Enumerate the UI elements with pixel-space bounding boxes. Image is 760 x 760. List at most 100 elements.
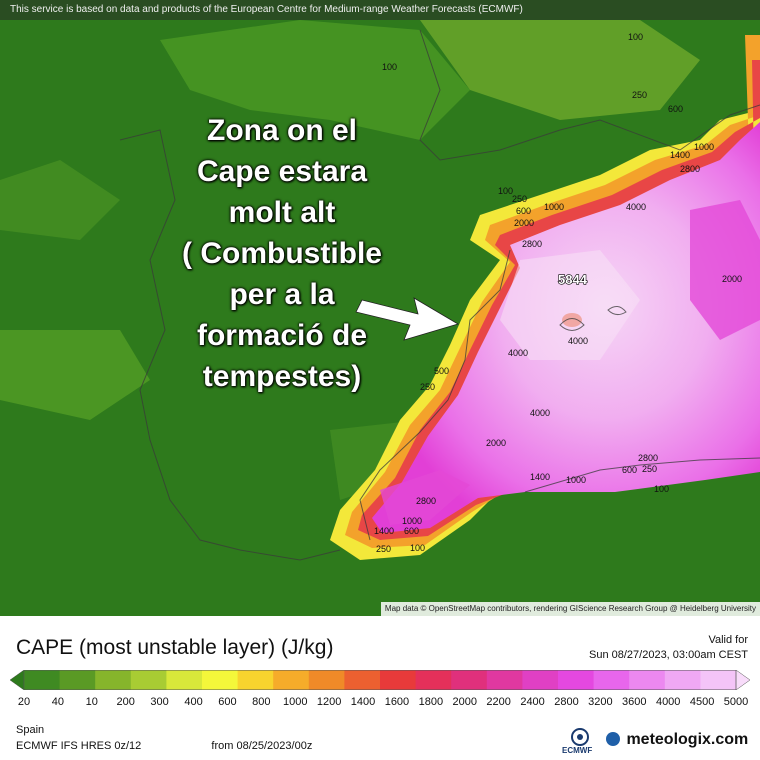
scale-cell (380, 670, 417, 690)
scale-cell (308, 670, 345, 690)
scale-cell (700, 670, 737, 690)
scale-cell (344, 670, 381, 690)
tick-label: 3600 (622, 696, 647, 708)
tick-label: 10 (85, 696, 98, 708)
scale-cell (237, 670, 274, 690)
contour-label: 100 (382, 62, 397, 72)
contour-label: 600 (516, 206, 531, 216)
tick-label: 4000 (655, 696, 681, 708)
tick-label: 1600 (384, 696, 410, 708)
contour-label: 1000 (544, 202, 564, 212)
model-run-prefix: ECMWF IFS HRES 0z/12 (16, 740, 142, 752)
contour-label: 4000 (568, 336, 588, 346)
tick-label: 40 (51, 696, 65, 708)
tick-label: 2800 (554, 696, 579, 708)
contour-label: 2800 (416, 496, 436, 506)
scale-cell (273, 670, 310, 690)
ecmwf-logo (571, 728, 589, 746)
ecmwf-notice: This service is based on data and produc… (0, 0, 760, 20)
tick-label: 1000 (282, 696, 308, 708)
tick-label: 2000 (452, 696, 477, 708)
contour-label: 4000 (508, 348, 528, 358)
annotation-line: Zona on el (207, 114, 357, 147)
legend-title-variable: CAPE (16, 636, 74, 659)
brand-icon (606, 732, 620, 746)
contour-label: 250 (512, 194, 527, 204)
scale-cell (486, 670, 523, 690)
tick-label: 800 (252, 696, 271, 708)
contour-label: 250 (420, 382, 435, 392)
region-label: Spain (16, 724, 45, 736)
annotation-line: Cape estara (196, 155, 368, 188)
contour-label: 2000 (722, 274, 742, 284)
contour-label: 600 (622, 465, 637, 475)
scale-cell (415, 670, 452, 690)
contour-label: 600 (668, 104, 683, 114)
tick-label: 2200 (486, 696, 511, 708)
contour-label: 100 (498, 186, 513, 196)
scale-arrow-low (10, 670, 25, 690)
contour-label: 1000 (402, 516, 422, 526)
contour-label: 1000 (694, 142, 714, 152)
annotation-line: ( Combustible (182, 237, 382, 270)
model-run-from: from 08/25/2023/00z (211, 740, 313, 752)
legend-title-unit: (most unstable layer) (J/kg) (79, 636, 334, 659)
scale-cell (59, 670, 96, 690)
annotation-text: Zona on el Cape estara molt alt ( Combus… (164, 110, 400, 397)
tick-label: 2400 (520, 696, 545, 708)
contour-label: 1000 (566, 475, 586, 485)
contour-label: 2000 (514, 218, 534, 228)
annotation-arrow (355, 297, 459, 341)
tick-label: 5000 (723, 696, 749, 708)
tick-label: 4500 (689, 696, 715, 708)
contour-label: 2800 (522, 239, 542, 249)
contour-label: 4000 (626, 202, 646, 212)
tick-label: 400 (184, 696, 203, 708)
scale-cell (522, 670, 559, 690)
contour-label: 2800 (680, 164, 700, 174)
contour-label: 2000 (486, 438, 506, 448)
annotation-line: tempestes) (202, 360, 362, 393)
contour-label: 250 (376, 544, 391, 554)
scale-cell (95, 670, 132, 690)
contour-label: 250 (632, 90, 647, 100)
brand-logo[interactable]: meteologix.com (606, 731, 748, 749)
legend-title: CAPE (most unstable layer) (J/kg) (16, 636, 333, 660)
tick-label: 300 (150, 696, 169, 708)
scale-cell (558, 670, 595, 690)
contour-label: 500 (434, 366, 449, 376)
scale-cell (202, 670, 239, 690)
max-value-label: 5844 (558, 272, 588, 287)
valid-date: Sun 08/27/2023, 03:00am CEST (589, 649, 748, 661)
contour-label: 100 (628, 32, 643, 42)
scale-cell (593, 670, 630, 690)
tick-label: 1800 (418, 696, 444, 708)
annotation-line: per a la (229, 278, 335, 311)
scale-cell (629, 670, 666, 690)
scale-arrow-high (735, 670, 750, 690)
contour-label: 600 (404, 526, 419, 536)
tick-label: 1400 (350, 696, 376, 708)
model-run: ECMWF IFS HRES 0z/12 from 08/25/2023/00z (16, 740, 312, 752)
cape-map-graphic: 100 100 250 600 1400 1000 2800 100 250 6… (0, 20, 760, 561)
tick-label: 3200 (588, 696, 613, 708)
contour-label: 2800 (638, 453, 658, 463)
contour-label: 100 (654, 484, 669, 494)
contour-label: 4000 (530, 408, 550, 418)
map-attribution: Map data © OpenStreetMap contributors, r… (380, 602, 760, 616)
color-scale-ticks: 20 40 10 200 300 400 600 800 1000 1200 1400 1600 180… (0, 696, 760, 710)
valid-label: Valid for (708, 634, 748, 646)
scale-cell (130, 670, 167, 690)
brand-name: meteologix.com (626, 731, 749, 748)
tick-label: 600 (218, 696, 237, 708)
contour-label: 1400 (670, 150, 690, 160)
scale-cell (451, 670, 488, 690)
cape-map: 100 100 250 600 1400 1000 2800 100 250 6… (0, 0, 760, 616)
contour-label: 100 (410, 543, 425, 553)
annotation-line: formació de (196, 319, 368, 352)
scale-cell (166, 670, 203, 690)
tick-label: 20 (17, 696, 31, 708)
tick-label: 1200 (316, 696, 342, 708)
annotation-line: molt alt (228, 196, 336, 229)
color-scale-bar (10, 670, 750, 690)
